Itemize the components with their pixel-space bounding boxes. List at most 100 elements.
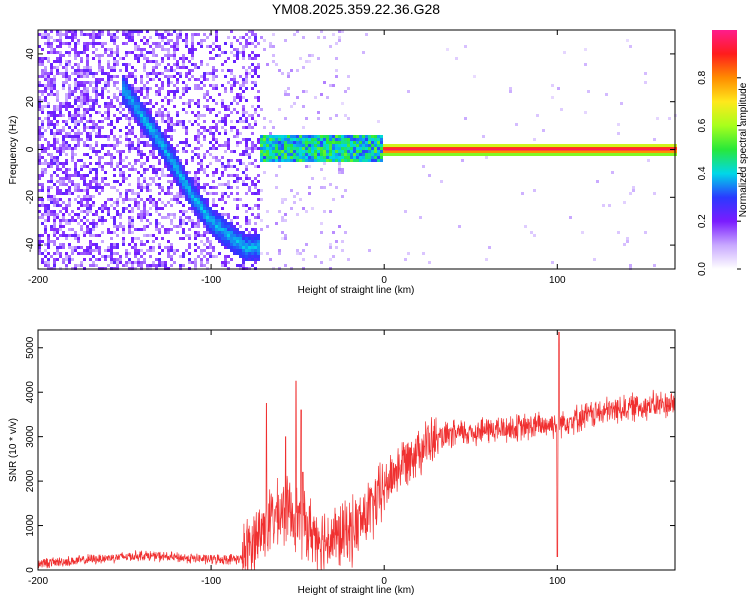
heatmap-cell — [47, 261, 50, 264]
heatmap-cell — [212, 246, 215, 249]
heatmap-cell — [242, 66, 245, 69]
heatmap-cell — [197, 123, 200, 126]
heatmap-cell — [197, 207, 200, 210]
heatmap-cell — [620, 102, 623, 105]
heatmap-cell — [65, 255, 68, 258]
heatmap-cell — [110, 165, 113, 168]
heatmap-cell — [167, 213, 170, 216]
heatmap-cell — [176, 78, 179, 81]
heatmap-cell — [230, 84, 233, 87]
heatmap-cell — [167, 57, 170, 60]
heatmap-cell — [44, 72, 47, 75]
heatmap-cell — [617, 144, 620, 147]
heatmap-cell — [644, 153, 647, 156]
heatmap-cell — [581, 150, 584, 153]
heatmap-cell — [476, 153, 479, 156]
heatmap-cell — [104, 48, 107, 51]
heatmap-cell — [101, 216, 104, 219]
heatmap-cell — [194, 120, 197, 123]
heatmap-cell — [644, 150, 647, 153]
heatmap-cell — [233, 231, 236, 234]
heatmap-cell — [131, 30, 134, 33]
heatmap-cell — [134, 246, 137, 249]
heatmap-cell — [83, 198, 86, 201]
heatmap-cell — [491, 144, 494, 147]
heatmap-cell — [98, 126, 101, 129]
heatmap-cell — [662, 150, 665, 153]
heatmap-cell — [107, 66, 110, 69]
heatmap-cell — [176, 165, 179, 168]
heatmap-cell — [221, 264, 224, 267]
heatmap-cell — [152, 72, 155, 75]
heatmap-cell — [248, 240, 251, 243]
heatmap-cell — [242, 108, 245, 111]
heatmap-cell — [182, 90, 185, 93]
heatmap-cell — [59, 243, 62, 246]
heatmap-cell — [290, 150, 293, 153]
heatmap-cell — [74, 117, 77, 120]
heatmap-cell — [155, 75, 158, 78]
heatmap-cell — [251, 51, 254, 54]
heatmap-cell — [53, 171, 56, 174]
heatmap-cell — [221, 192, 224, 195]
heatmap-cell — [167, 75, 170, 78]
heatmap-cell — [332, 156, 335, 159]
heatmap-cell — [296, 96, 299, 99]
heatmap-cell — [203, 231, 206, 234]
heatmap-cell — [89, 96, 92, 99]
heatmap-cell — [146, 144, 149, 147]
heatmap-cell — [341, 144, 344, 147]
heatmap-cell — [158, 129, 161, 132]
heatmap-cell — [125, 207, 128, 210]
heatmap-cell — [173, 153, 176, 156]
heatmap-cell — [215, 192, 218, 195]
heatmap-cell — [206, 201, 209, 204]
heatmap-cell — [320, 138, 323, 141]
heatmap-cell — [56, 258, 59, 261]
heatmap-cell — [53, 156, 56, 159]
heatmap-cell — [53, 51, 56, 54]
heatmap-cell — [350, 147, 353, 150]
heatmap-cell — [233, 234, 236, 237]
heatmap-cell — [335, 246, 338, 249]
heatmap-cell — [77, 39, 80, 42]
heatmap-cell — [320, 30, 323, 33]
heatmap-cell — [56, 105, 59, 108]
heatmap-cell — [632, 189, 635, 192]
heatmap-cell — [173, 168, 176, 171]
heatmap-cell — [536, 153, 539, 156]
heatmap-cell — [62, 54, 65, 57]
heatmap-cell — [176, 39, 179, 42]
heatmap-cell — [215, 126, 218, 129]
heatmap-cell — [209, 192, 212, 195]
heatmap-cell — [41, 111, 44, 114]
heatmap-cell — [170, 258, 173, 261]
heatmap-cell — [203, 213, 206, 216]
heatmap-cell — [635, 144, 638, 147]
heatmap-cell — [164, 165, 167, 168]
heatmap-cell — [257, 246, 260, 249]
heatmap-cell — [377, 156, 380, 159]
heatmap-cell — [125, 51, 128, 54]
heatmap-cell — [251, 81, 254, 84]
heatmap-cell — [245, 243, 248, 246]
heatmap-cell — [116, 141, 119, 144]
heatmap-cell — [329, 147, 332, 150]
heatmap-cell — [473, 75, 476, 78]
heatmap-cell — [140, 216, 143, 219]
heatmap-cell — [191, 210, 194, 213]
heatmap-cell — [140, 174, 143, 177]
heatmap-cell — [38, 99, 41, 102]
heatmap-cell — [77, 141, 80, 144]
heatmap-cell — [221, 231, 224, 234]
heatmap-cell — [224, 108, 227, 111]
heatmap-cell — [188, 72, 191, 75]
heatmap-cell — [131, 189, 134, 192]
heatmap-cell — [107, 54, 110, 57]
heatmap-cell — [644, 72, 647, 75]
heatmap-cell — [272, 156, 275, 159]
heatmap-cell — [236, 111, 239, 114]
heatmap-cell — [101, 42, 104, 45]
heatmap-cell — [260, 150, 263, 153]
